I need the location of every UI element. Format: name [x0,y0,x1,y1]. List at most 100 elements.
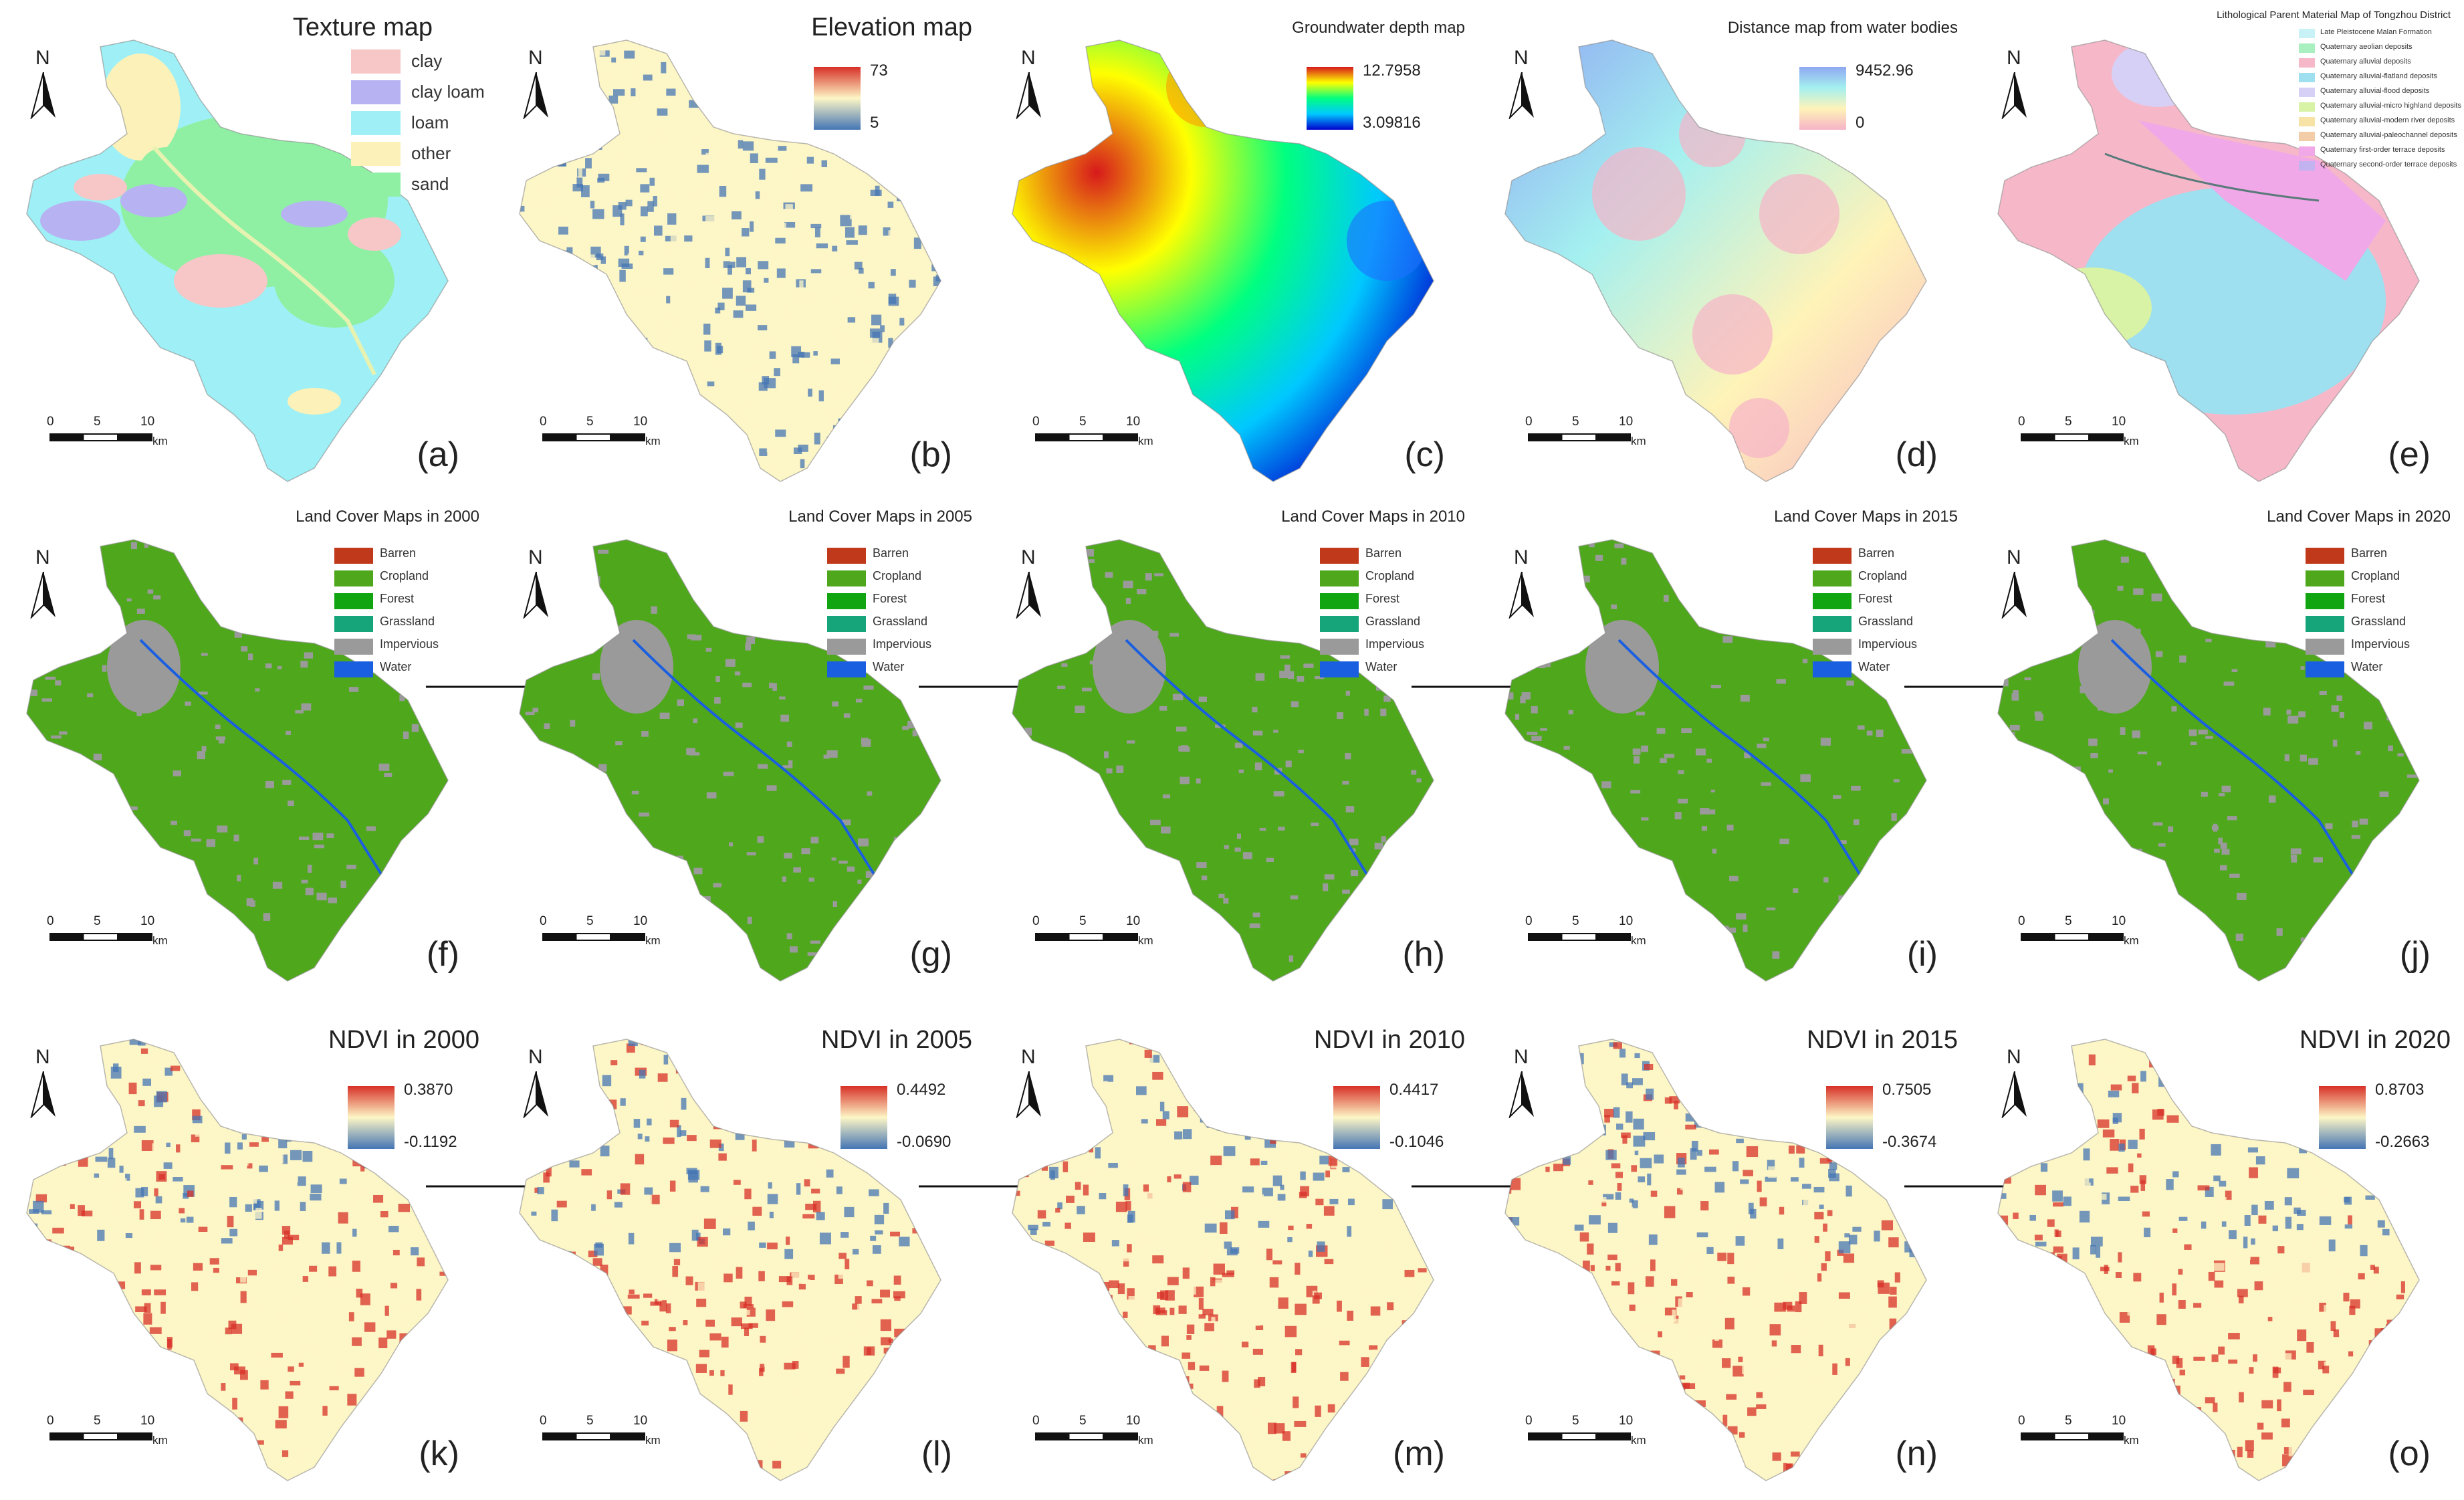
ramp-max-label: 73 [870,62,888,80]
scale-bar: 0 5 10 km [540,914,687,948]
panel-title: NDVI in 2005 [820,1026,972,1054]
legend-swatch [334,616,373,632]
scale-bar: 0 5 10 km [1032,415,1180,448]
panel-title: Land Cover Maps in 2005 [788,508,972,526]
color-ramp-bar [348,1086,395,1149]
scale-bar: 0 5 10 km [47,1414,194,1447]
legend-swatch [351,111,401,135]
scale-ticks: 0 5 10 [1525,415,1672,431]
scale-tick-label: 5 [94,914,101,928]
north-arrow-icon: N [2001,47,2028,120]
scale-bar-graphic [1528,433,1631,441]
legend-label: Quaternary alluvial-modern river deposit… [2320,116,2455,124]
district-map [519,539,941,982]
north-arrow-icon: N [1016,1046,1042,1119]
scale-tick-label: 10 [140,1414,155,1428]
scale-bar-graphic [1035,1432,1138,1440]
panel-title: Elevation map [811,13,972,41]
scale-bar: 0 5 10 km [2018,1414,2165,1447]
legend-label: Water [380,660,412,673]
scale-tick-label: 0 [1032,914,1040,928]
map-panel-i: Land Cover Maps in 2015 Barren Cropland For… [1478,500,1971,999]
north-arrow-icon: N [2001,546,2028,620]
north-label: N [528,1046,543,1068]
scale-tick-label: 5 [94,415,101,429]
scale-ticks: 0 5 10 [47,1414,194,1430]
scale-bar-graphic [1035,933,1138,941]
scale-ticks: 0 5 10 [540,1414,687,1430]
panel-label: (c) [1404,435,1445,474]
scale-tick-label: 5 [586,914,594,928]
legend-label: Barren [1858,546,1895,560]
scale-ticks: 0 5 10 [1032,914,1180,930]
scale-tick-label: 10 [1619,1414,1634,1428]
ramp-max-label: 9452.96 [1856,62,1914,80]
legend-label: Water [2351,660,2383,673]
scale-tick-label: 5 [1572,415,1579,429]
legend-swatch [2306,661,2344,677]
map-panel-a: Texture map clay clay loam loam other sand N 0 5… [0,0,493,500]
north-label: N [2007,1046,2021,1068]
panel-title: NDVI in 2020 [2299,1026,2451,1054]
scale-bar-graphic [2021,1432,2124,1440]
legend-swatch [334,548,373,564]
district-map [1997,1039,2420,1481]
panel-label: (e) [2388,435,2431,474]
north-label: N [35,546,50,568]
scale-bar-graphic [49,933,152,941]
legend-label: Impervious [1858,637,1918,651]
scale-tick-label: 0 [47,415,54,429]
scale-bar: 0 5 10 km [1032,914,1180,948]
legend-swatch [334,593,373,609]
legend-label: Grassland [2351,615,2406,628]
map-panel-n: NDVI in 2015 0.7505 -0.3674 N 0 5 10 km (n) [1478,999,1971,1499]
ramp-max-label: 12.7958 [1363,62,1421,80]
ramp-min-label: -0.2663 [2375,1133,2430,1151]
map-panel-l: NDVI in 2005 0.4492 -0.0690 N 0 5 10 km (l) [493,999,986,1499]
legend-swatch [2299,132,2315,141]
legend-label: Forest [2351,592,2386,605]
legend-label: Cropland [1858,569,1908,582]
map-panel-f: Land Cover Maps in 2000 Barren Cropland For… [0,500,493,999]
legend-swatch [2299,117,2315,126]
legend-swatch [334,661,373,677]
district-map [1504,1039,1927,1481]
legend-label: Grassland [873,615,928,628]
scale-ticks: 0 5 10 [540,415,687,431]
legend-swatch [1813,616,1852,632]
scale-bar: 0 5 10 km [540,1414,687,1447]
legend-swatch [334,570,373,586]
panel-title: Distance map from water bodies [1727,19,1958,37]
legend-label: Water [873,660,905,673]
panel-label: (j) [2399,935,2431,974]
legend-swatch [2299,43,2315,53]
north-label: N [1021,1046,1036,1068]
color-ramp-bar [814,67,861,130]
legend-label: sand [411,174,449,194]
scale-bar: 0 5 10 km [47,415,194,448]
scale-tick-label: 5 [1079,914,1087,928]
scale-unit: km [152,934,168,947]
scale-unit: km [1631,1434,1646,1447]
map-panel-o: NDVI in 2020 0.8703 -0.2663 N 0 5 10 km (o) [1971,999,2464,1499]
ramp-max-label: 0.8703 [2375,1081,2425,1099]
scale-tick-label: 5 [2065,415,2072,429]
scale-ticks: 0 5 10 [2018,914,2165,930]
north-label: N [1021,47,1036,69]
legend-label: Impervious [2351,637,2411,651]
scale-tick-label: 0 [540,415,547,429]
north-label: N [35,47,50,69]
map-panel-g: Land Cover Maps in 2005 Barren Cropland For… [493,500,986,999]
legend-label: Impervious [873,637,932,651]
panel-label: (k) [419,1434,459,1473]
north-label: N [1514,47,1529,69]
district-map [1504,39,1927,482]
legend-label: Barren [2351,546,2388,560]
scale-tick-label: 5 [1572,1414,1579,1428]
panel-title: NDVI in 2015 [1806,1026,1958,1054]
legend-swatch [827,593,866,609]
scale-unit: km [1138,1434,1153,1447]
scale-tick-label: 5 [1079,415,1087,429]
scale-tick-label: 0 [540,1414,547,1428]
scale-unit: km [2124,1434,2139,1447]
